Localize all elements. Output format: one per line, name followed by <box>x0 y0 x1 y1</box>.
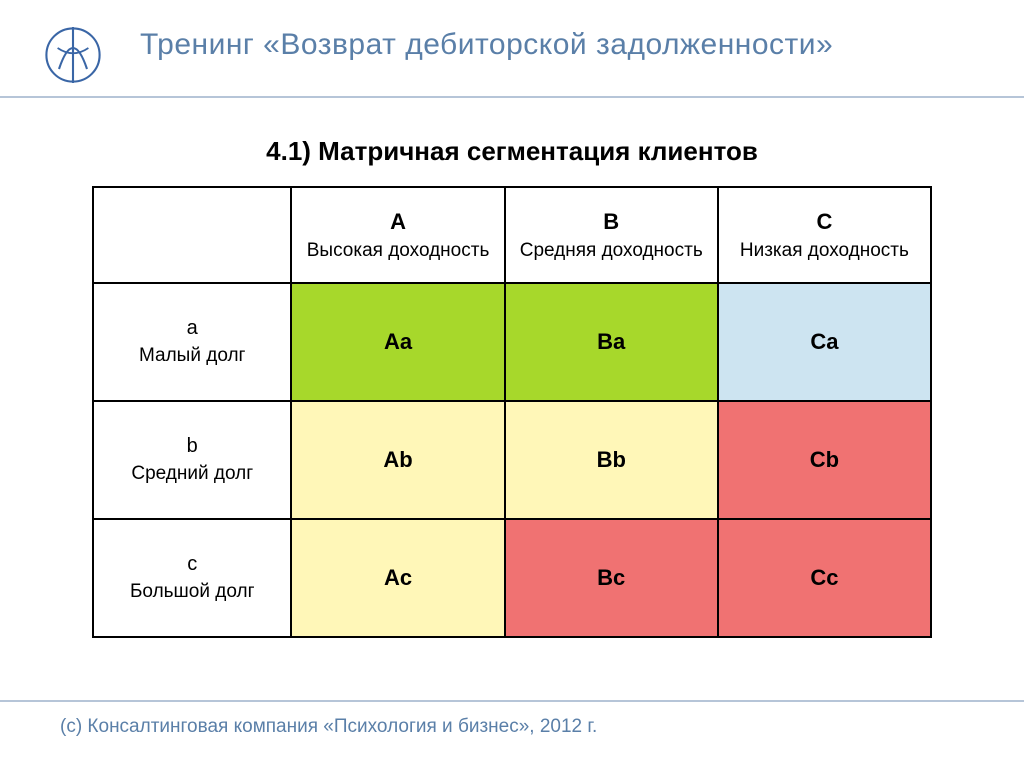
col-cap: C <box>725 209 924 235</box>
slide-subtitle: 4.1) Матричная сегментация клиентов <box>0 136 1024 167</box>
row-desc: Большой долг <box>130 581 255 602</box>
cell-Cc: Cc <box>718 519 931 637</box>
row-desc: Средний долг <box>131 463 253 484</box>
matrix-row-a: a Малый долг Aa Ba Ca <box>93 283 931 401</box>
row-header-c: c Большой долг <box>93 519 291 637</box>
footer-text: (с) Консалтинговая компания «Психология … <box>60 716 597 738</box>
matrix-row-b: b Средний долг Ab Bb Cb <box>93 401 931 519</box>
segmentation-matrix: A Высокая доходность B Средняя доходност… <box>92 186 932 638</box>
row-header-b: b Средний долг <box>93 401 291 519</box>
col-header-B: B Средняя доходность <box>505 187 718 283</box>
footer-rule <box>0 700 1024 702</box>
cell-Bc: Bc <box>505 519 718 637</box>
col-desc: Средняя доходность <box>520 240 703 261</box>
row-header-a: a Малый долг <box>93 283 291 401</box>
col-cap: B <box>512 209 711 235</box>
cell-Cb: Cb <box>718 401 931 519</box>
row-cap: a <box>100 317 284 340</box>
cell-Ac: Ac <box>291 519 504 637</box>
col-cap: A <box>298 209 497 235</box>
row-cap: b <box>100 435 284 458</box>
header-rule <box>0 96 1024 98</box>
slide-title: Тренинг «Возврат дебиторской задолженнос… <box>140 28 984 62</box>
col-desc: Низкая доходность <box>740 240 909 261</box>
cell-Ba: Ba <box>505 283 718 401</box>
col-desc: Высокая доходность <box>307 240 490 261</box>
cell-Bb: Bb <box>505 401 718 519</box>
col-header-A: A Высокая доходность <box>291 187 504 283</box>
row-cap: c <box>100 553 284 576</box>
cell-Aa: Aa <box>291 283 504 401</box>
logo <box>38 20 108 90</box>
cell-Ca: Ca <box>718 283 931 401</box>
cell-Ab: Ab <box>291 401 504 519</box>
row-desc: Малый долг <box>139 345 246 366</box>
col-header-C: C Низкая доходность <box>718 187 931 283</box>
matrix-row-c: c Большой долг Ac Bc Cc <box>93 519 931 637</box>
matrix-corner <box>93 187 291 283</box>
